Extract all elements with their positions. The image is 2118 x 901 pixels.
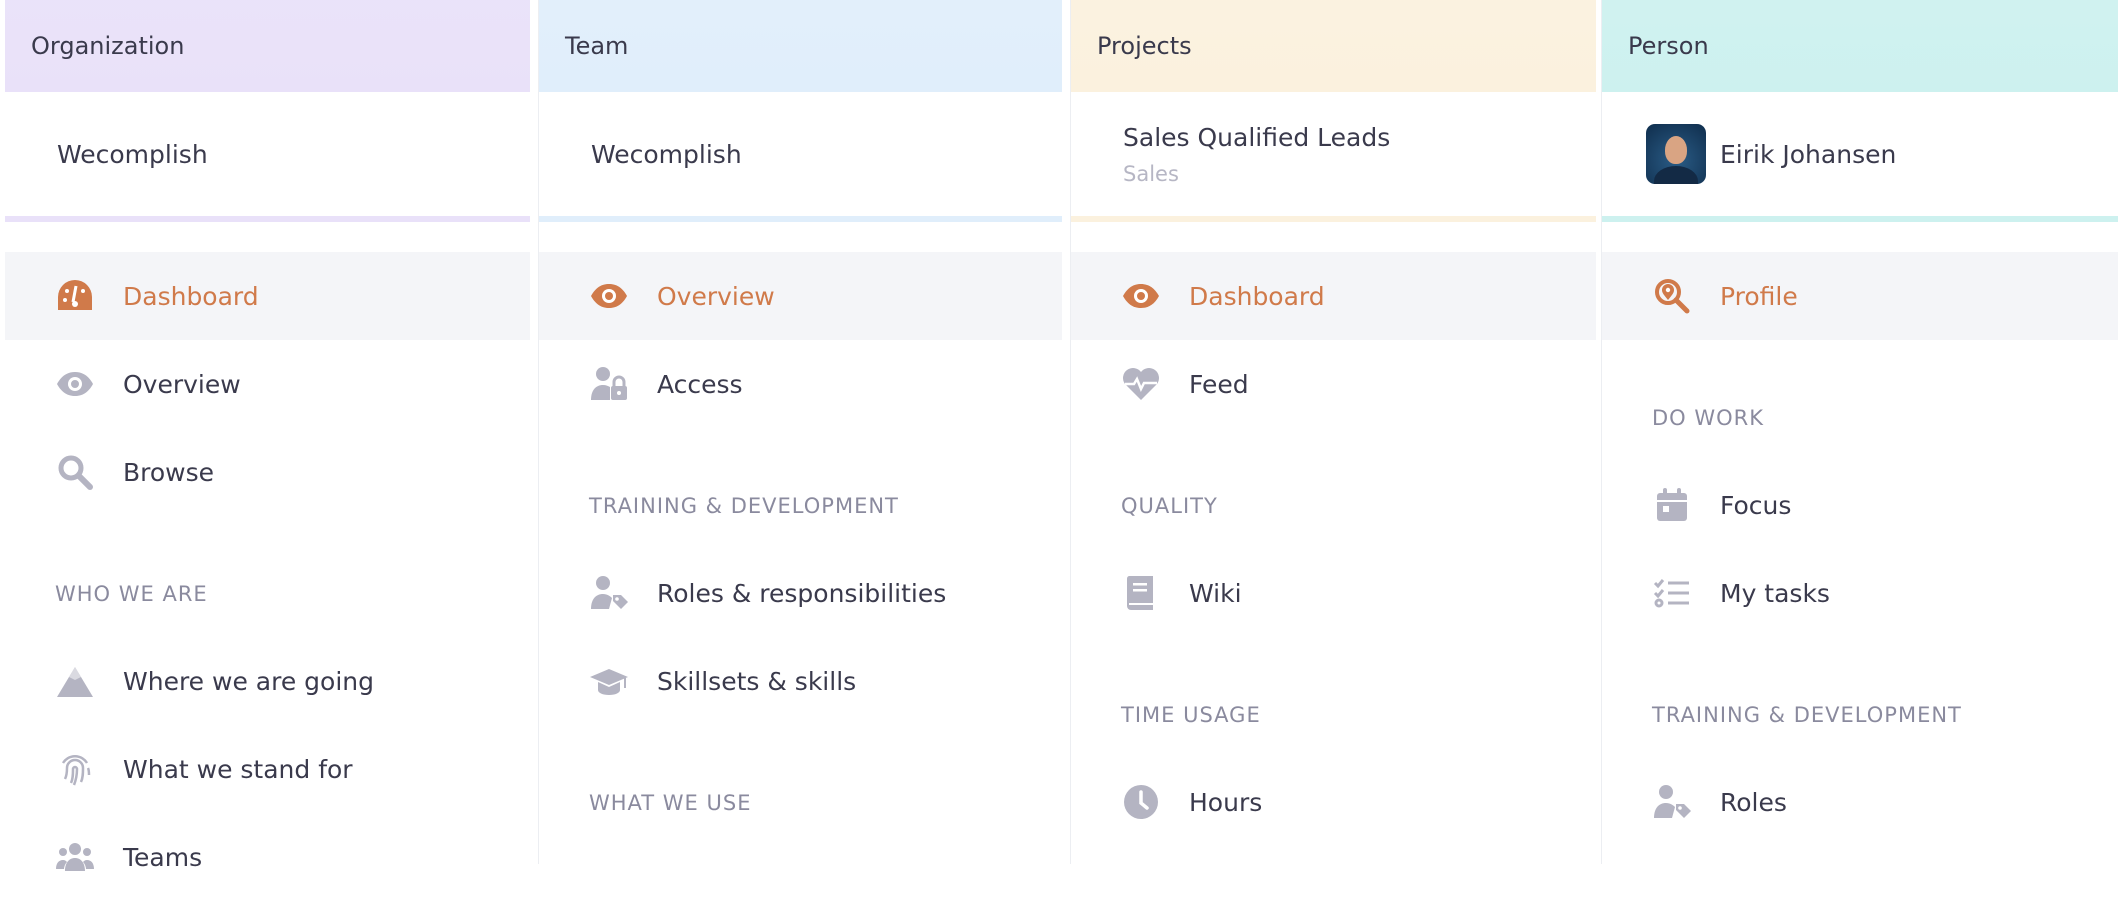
gauge-icon <box>58 280 92 310</box>
nav-item-label: Hours <box>1189 787 1263 817</box>
graduation-cap-icon <box>590 669 628 695</box>
context-title[interactable]: Eirik Johansen <box>1602 92 2118 216</box>
nav-item-label: Where we are going <box>123 666 374 696</box>
accent-bar <box>1071 216 1596 222</box>
nav-item-label: Dashboard <box>1189 281 1325 311</box>
section-label: TIME USAGE <box>1121 703 1261 727</box>
column-header-label: Organization <box>31 32 185 60</box>
nav-item-hours[interactable]: Hours <box>1071 758 1596 846</box>
avatar <box>1646 124 1706 184</box>
nav-item-roles[interactable]: Roles <box>1602 758 2118 846</box>
section-label: WHAT WE USE <box>589 791 752 815</box>
nav-item-label: Roles <box>1720 787 1787 817</box>
nav-item-label: Dashboard <box>123 281 259 311</box>
column-person: Person Eirik Johansen Profile DO WORK Focus M… <box>1601 0 2118 864</box>
book-icon <box>1126 576 1153 610</box>
accent-bar <box>5 216 530 222</box>
nav-item-my-tasks[interactable]: My tasks <box>1602 549 2118 637</box>
context-title[interactable]: Wecomplish <box>539 92 1062 216</box>
context-subtitle: Sales <box>1123 161 1179 186</box>
user-tag-icon <box>591 576 628 609</box>
section-label: QUALITY <box>1121 494 1218 518</box>
column-header: Projects <box>1071 0 1596 92</box>
tasks-icon <box>1653 579 1689 608</box>
context-name: Wecomplish <box>57 139 208 169</box>
user-lock-icon <box>591 367 627 400</box>
nav-item-label: Teams <box>123 842 203 872</box>
column-header: Organization <box>5 0 530 92</box>
nav-item-overview[interactable]: Overview <box>5 340 530 428</box>
nav-item-label: Skillsets & skills <box>657 666 857 696</box>
nav-list: Overview Access TRAINING & DEVELOPMENT Role… <box>539 252 1062 846</box>
context-title[interactable]: Wecomplish <box>5 92 530 216</box>
nav-item-overview[interactable]: Overview <box>539 252 1062 340</box>
calendar-icon <box>1657 488 1687 521</box>
search-location-icon <box>1655 279 1690 314</box>
nav-item-label: Overview <box>657 281 775 311</box>
nav-item-profile[interactable]: Profile <box>1602 252 2118 340</box>
column-header-label: Person <box>1628 32 1709 60</box>
context-name: Eirik Johansen <box>1720 139 1897 169</box>
nav-item-label: Feed <box>1189 369 1249 399</box>
nav-item-label: Overview <box>123 369 241 399</box>
nav-item-label: Focus <box>1720 490 1792 520</box>
column-projects: Projects Sales Qualified Leads Sales Dashbo… <box>1070 0 1596 864</box>
nav-list: Dashboard Overview Browse WHO WE ARE Where w… <box>5 252 530 901</box>
fingerprint-icon <box>61 754 91 786</box>
search-icon <box>58 455 93 490</box>
nav-item-wiki[interactable]: Wiki <box>1071 549 1596 637</box>
nav-item-skillsets-skills[interactable]: Skillsets & skills <box>539 637 1062 725</box>
nav-item-dashboard[interactable]: Dashboard <box>1071 252 1596 340</box>
nav-item-feed[interactable]: Feed <box>1071 340 1596 428</box>
column-header: Person <box>1602 0 2118 92</box>
nav-item-roles-responsibilities[interactable]: Roles & responsibilities <box>539 549 1062 637</box>
accent-bar <box>1602 216 2118 222</box>
column-organization: Organization Wecomplish Dashboard Overview B… <box>5 0 530 872</box>
nav-item-dashboard[interactable]: Dashboard <box>5 252 530 340</box>
nav-list: Dashboard Feed QUALITY Wiki TIME USAGE Hours <box>1071 252 1596 846</box>
users-icon <box>56 843 94 871</box>
nav-item-label: Roles & responsibilities <box>657 578 947 608</box>
section-label: WHO WE ARE <box>55 582 208 606</box>
column-team: Team Wecomplish Overview Access TRAINING & D… <box>538 0 1062 864</box>
nav-item-browse[interactable]: Browse <box>5 428 530 516</box>
eye-icon <box>1123 284 1159 308</box>
nav-list: Profile DO WORK Focus My tasks TRAINING & DE… <box>1602 252 2118 846</box>
nav-item-what-we-stand-for[interactable]: What we stand for <box>5 725 530 813</box>
context-name: Wecomplish <box>591 139 742 169</box>
nav-item-teams[interactable]: Teams <box>5 813 530 901</box>
context-name: Sales Qualified Leads <box>1123 122 1391 152</box>
nav-item-focus[interactable]: Focus <box>1602 461 2118 549</box>
user-tag-icon <box>1654 785 1691 818</box>
nav-item-access[interactable]: Access <box>539 340 1062 428</box>
nav-item-where-we-are-going[interactable]: Where we are going <box>5 637 530 725</box>
section-label: DO WORK <box>1652 406 1765 430</box>
nav-item-label: Wiki <box>1189 578 1242 608</box>
nav-item-label: My tasks <box>1720 578 1830 608</box>
context-title[interactable]: Sales Qualified Leads Sales <box>1071 92 1596 216</box>
mountain-icon <box>57 667 93 697</box>
section-label: TRAINING & DEVELOPMENT <box>589 494 899 518</box>
column-header: Team <box>539 0 1062 92</box>
column-header-label: Team <box>565 32 629 60</box>
eye-icon <box>57 372 93 396</box>
heartbeat-icon <box>1123 368 1159 400</box>
section-label: TRAINING & DEVELOPMENT <box>1652 703 1962 727</box>
nav-item-label: Profile <box>1720 281 1798 311</box>
nav-item-label: Browse <box>123 457 215 487</box>
nav-item-label: What we stand for <box>123 754 353 784</box>
nav-item-label: Access <box>657 369 743 399</box>
eye-icon <box>591 284 627 308</box>
clock-icon <box>1124 785 1158 819</box>
accent-bar <box>539 216 1062 222</box>
column-header-label: Projects <box>1097 32 1192 60</box>
